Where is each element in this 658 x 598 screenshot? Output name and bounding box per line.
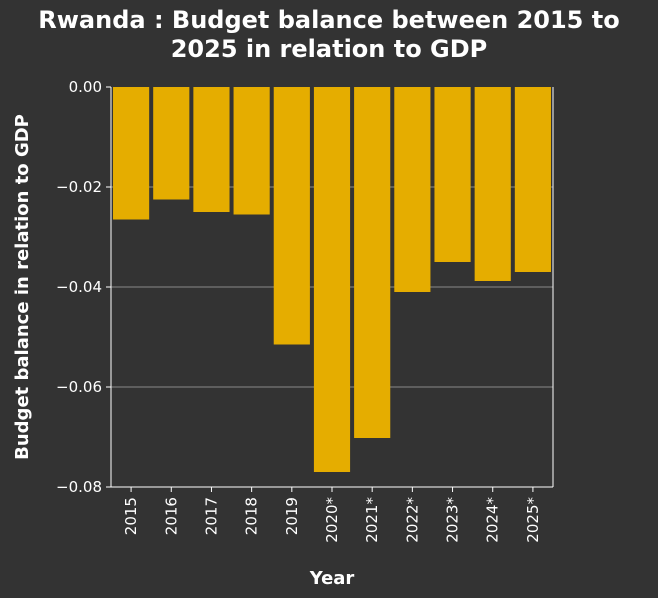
y-tick-label: −0.08 bbox=[56, 478, 102, 496]
x-tick-label: 2024* bbox=[484, 497, 502, 543]
y-axis-title: Budget balance in relation to GDP bbox=[12, 114, 33, 460]
bars bbox=[113, 87, 551, 472]
x-tick-label: 2020* bbox=[323, 497, 341, 543]
bar-2015 bbox=[113, 87, 150, 220]
x-tick-label: 2018 bbox=[243, 497, 261, 535]
bar-2020 bbox=[313, 87, 351, 472]
x-tick-label: 2019 bbox=[283, 497, 301, 535]
bar-2017 bbox=[193, 87, 230, 212]
x-tick-label: 2016 bbox=[162, 497, 180, 535]
x-tick-label: 2021* bbox=[363, 497, 381, 543]
y-tick-labels: 0.00 −0.02 −0.04 −0.06 −0.08 bbox=[56, 78, 111, 496]
y-tick-label: −0.02 bbox=[56, 178, 102, 196]
x-tick-label: 2022* bbox=[403, 497, 421, 543]
chart-title-line-1: Rwanda : Budget balance between 2015 to bbox=[38, 6, 620, 34]
x-axis-title: Year bbox=[309, 568, 355, 589]
x-tick-label: 2017 bbox=[202, 497, 220, 535]
bar-2025 bbox=[514, 87, 551, 272]
x-tick-label: 2023* bbox=[444, 497, 462, 543]
bar-2024 bbox=[474, 87, 511, 281]
bar-2019 bbox=[273, 87, 310, 345]
bar-2018 bbox=[233, 87, 270, 215]
y-tick-label: 0.00 bbox=[69, 78, 102, 96]
x-tick-label: 2025* bbox=[524, 497, 542, 543]
chart-title: Rwanda : Budget balance between 2015 to … bbox=[0, 6, 658, 64]
y-tick-label: −0.06 bbox=[56, 378, 102, 396]
y-tick-label: −0.04 bbox=[56, 278, 102, 296]
chart-title-line-2: 2025 in relation to GDP bbox=[170, 35, 488, 63]
bar-2016 bbox=[153, 87, 190, 200]
x-tick-labels: 2015 2016 2017 2018 2019 2020* 2021* 2022* 2023*… bbox=[122, 487, 542, 543]
bar-2023 bbox=[434, 87, 471, 262]
bar-2022 bbox=[394, 87, 431, 292]
bar-2021 bbox=[354, 87, 391, 438]
x-tick-label: 2015 bbox=[122, 497, 140, 535]
